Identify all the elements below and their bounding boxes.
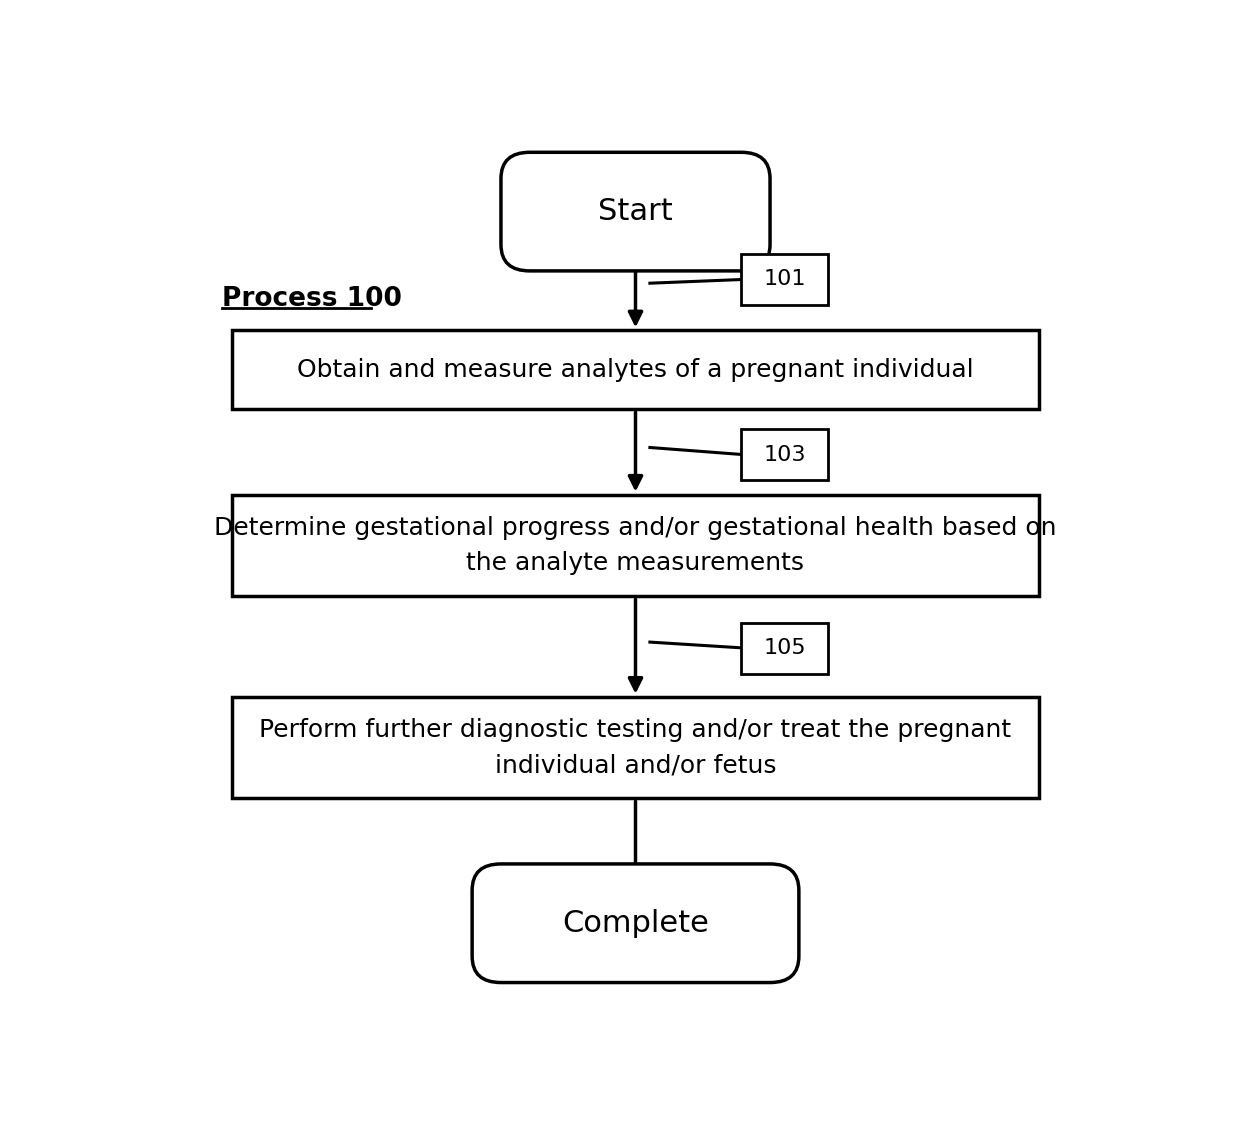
Text: 105: 105 — [763, 638, 806, 658]
FancyBboxPatch shape — [232, 697, 1039, 798]
FancyBboxPatch shape — [742, 429, 828, 480]
FancyBboxPatch shape — [232, 495, 1039, 596]
Text: Determine gestational progress and/or gestational health based on
the analyte me: Determine gestational progress and/or ge… — [215, 516, 1056, 575]
Text: Obtain and measure analytes of a pregnant individual: Obtain and measure analytes of a pregnan… — [298, 358, 973, 382]
FancyBboxPatch shape — [742, 253, 828, 305]
Text: 101: 101 — [763, 269, 806, 290]
Text: Perform further diagnostic testing and/or treat the pregnant
individual and/or f: Perform further diagnostic testing and/o… — [259, 718, 1012, 777]
Text: Complete: Complete — [562, 908, 709, 938]
FancyBboxPatch shape — [501, 152, 770, 270]
Text: Fig. 1: Fig. 1 — [569, 159, 702, 201]
FancyBboxPatch shape — [232, 330, 1039, 410]
FancyBboxPatch shape — [472, 864, 799, 982]
FancyBboxPatch shape — [742, 623, 828, 673]
Text: Start: Start — [598, 197, 673, 226]
Text: 103: 103 — [763, 445, 806, 466]
Text: Process 100: Process 100 — [222, 286, 402, 313]
